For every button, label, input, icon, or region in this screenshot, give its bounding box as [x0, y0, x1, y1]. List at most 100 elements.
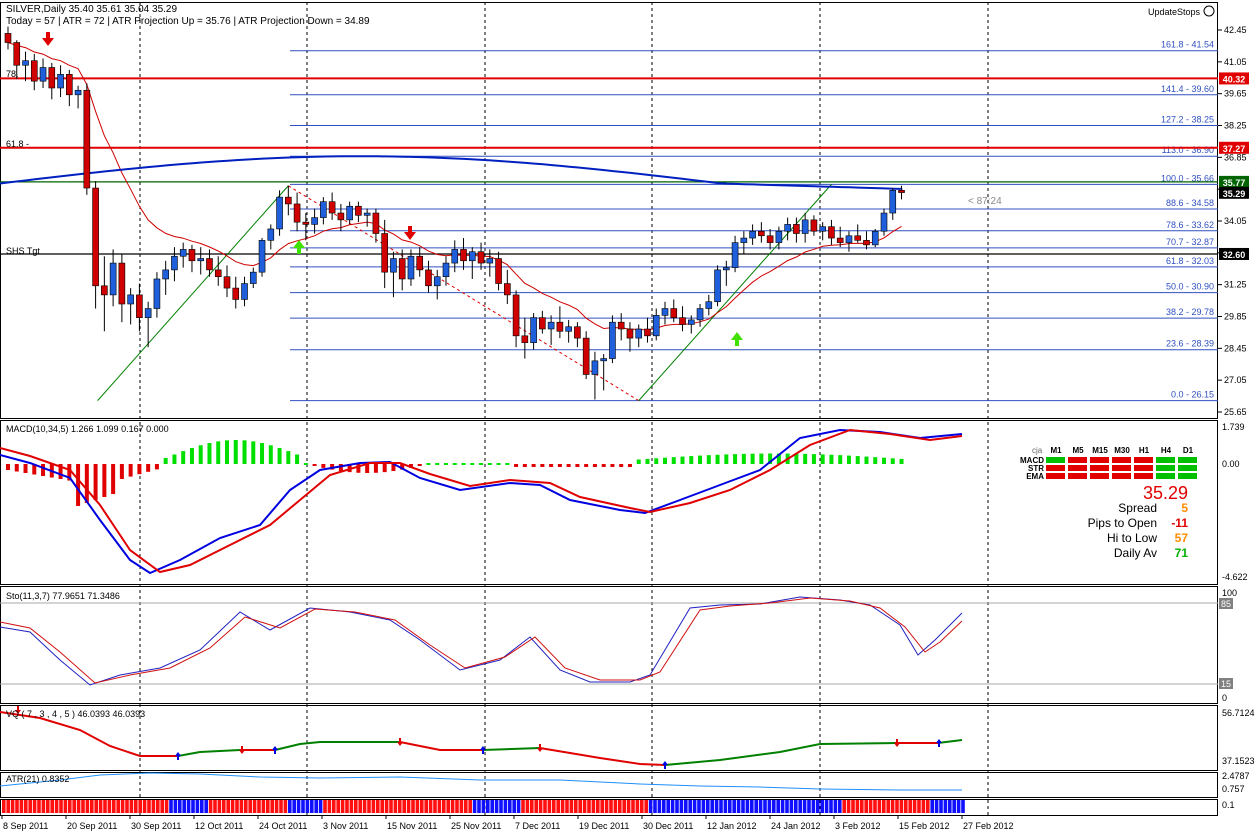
trend-cell — [582, 800, 587, 813]
macd-bar — [698, 455, 703, 464]
macd-axis-zero: 0.00 — [1222, 459, 1240, 469]
date-tick-label: 15 Feb 2012 — [899, 821, 950, 831]
macd-bar — [549, 464, 554, 467]
fib-label: 141.4 - 39.60 — [1161, 84, 1214, 94]
atr-axis-bottom: 0.757 — [1222, 784, 1245, 794]
candle-body — [556, 321, 564, 332]
trend-cell — [926, 800, 930, 813]
date-tick-label: 12 Oct 2011 — [195, 821, 243, 831]
current-price: 35.29 — [1143, 483, 1188, 503]
timeframe-label: M1 — [1050, 446, 1062, 455]
macd-bar — [452, 463, 457, 465]
candle-body — [206, 258, 213, 271]
candle-body — [214, 269, 222, 278]
dashboard-cell — [1046, 457, 1065, 463]
dashboard-cell — [1090, 465, 1109, 471]
vq-down-arrow-icon — [239, 746, 245, 754]
vq-segment — [482, 747, 541, 751]
candle-body — [355, 205, 362, 216]
macd-bar — [382, 464, 387, 473]
macd-bar — [111, 464, 116, 494]
trend-cell — [235, 800, 239, 813]
candle-body — [626, 328, 634, 339]
dashboard-cell — [1156, 465, 1175, 471]
trend-cell — [345, 800, 349, 813]
atr-label: ATR(21) 0.8352 — [6, 774, 69, 784]
trend-line — [288, 185, 639, 402]
candle-body — [521, 335, 529, 343]
vq-down-arrow-icon — [894, 739, 900, 747]
trend-cell — [279, 800, 283, 813]
trend-cell — [719, 800, 723, 813]
trend-cell — [956, 800, 961, 813]
trend-cell — [112, 800, 116, 813]
macd-bar — [741, 453, 746, 464]
trend-cell — [318, 800, 323, 813]
dashboard-cell — [1134, 473, 1153, 479]
trend-cell — [173, 800, 178, 813]
candle-body — [819, 226, 826, 232]
dashboard-cell — [1178, 473, 1197, 479]
macd-bar — [260, 443, 265, 464]
fib-label: 38.2 - 29.78 — [1166, 307, 1214, 317]
trend-lines — [97, 184, 832, 402]
fib-label: 78.6 - 33.62 — [1166, 220, 1214, 230]
stoch-axis-15: 15 — [1221, 679, 1231, 689]
vq-axis-top: 56.7124 — [1222, 708, 1255, 718]
trend-cell — [283, 800, 288, 813]
candle-body — [871, 230, 879, 246]
bar-axis: 0.1 — [1222, 800, 1235, 810]
candle-body — [591, 360, 599, 375]
candle-body — [337, 212, 345, 221]
macd-main-line — [0, 428, 963, 575]
vq-up-arrow-icon — [272, 746, 278, 754]
candle-body — [687, 319, 695, 325]
candle-body — [696, 308, 704, 321]
panel-frames — [0, 2, 1218, 816]
trend-cell — [604, 800, 609, 813]
trend-cell — [547, 800, 552, 813]
candle-body — [74, 89, 82, 96]
trend-cell — [116, 800, 120, 813]
macd-bar — [137, 464, 142, 475]
dashboard-cell — [1090, 457, 1109, 463]
dashboard-row-label: STR — [1028, 464, 1044, 473]
candle-body — [644, 328, 651, 337]
trend-cell — [182, 800, 186, 813]
candle-body — [898, 190, 905, 193]
date-tick-label: 20 Sep 2011 — [67, 821, 117, 831]
trend-cell — [151, 800, 156, 813]
trend-cell — [626, 800, 631, 813]
candle-body — [495, 258, 502, 284]
trend-cell — [794, 800, 798, 813]
atr-line — [0, 772, 962, 791]
candle-body — [854, 235, 862, 241]
stat-label: Daily Av — [1114, 546, 1157, 560]
candle-body — [512, 294, 520, 337]
candle-body — [670, 308, 678, 318]
macd-bar — [706, 455, 711, 464]
macd-bar — [846, 455, 851, 464]
price-badge-text: 35.77 — [1223, 178, 1246, 188]
trend-cell — [486, 800, 490, 813]
sell-arrow-icon — [404, 226, 416, 240]
trend-cell — [811, 800, 816, 813]
macd-bar — [207, 443, 212, 464]
macd-bar — [198, 445, 203, 464]
trend-cell — [292, 800, 296, 813]
trend-cell — [389, 800, 393, 813]
trend-cell — [367, 800, 371, 813]
macd-bar — [645, 458, 650, 464]
candle-body — [372, 212, 380, 234]
price-badge — [1219, 175, 1249, 188]
stochastic-panel: Sto(11,3,7) 77.9651 71.3486 100 85 15 0 — [0, 588, 1237, 703]
trend-cell — [428, 800, 433, 813]
macd-bar — [163, 458, 168, 464]
macd-bar — [601, 464, 606, 467]
macd-bar — [338, 464, 343, 472]
date-tick-label: 8 Sep 2011 — [3, 821, 48, 831]
macd-bar — [408, 464, 413, 468]
trend-cell — [103, 800, 107, 813]
dashboard-title: cja — [1032, 446, 1043, 455]
